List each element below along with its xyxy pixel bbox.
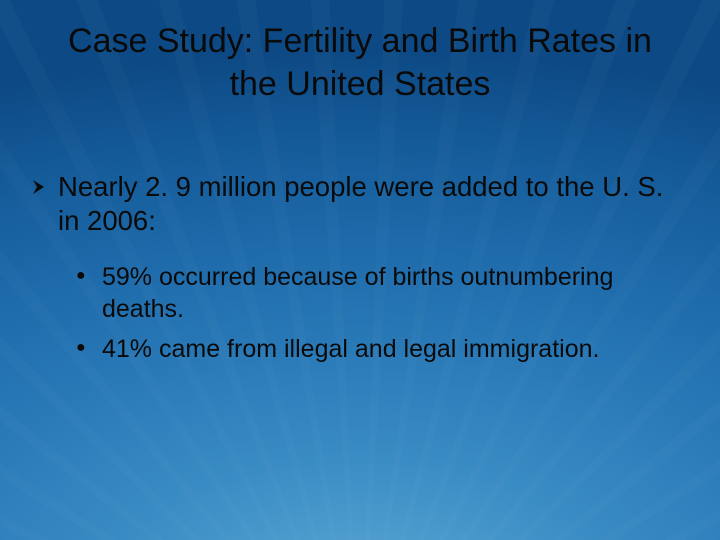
bullet-level1-text: Nearly 2. 9 million people were added to… (58, 170, 688, 239)
bullet-level2-text: 41% came from illegal and legal immigrat… (102, 333, 688, 365)
arrow-right-icon (32, 170, 58, 203)
disc-icon: ● (76, 261, 102, 291)
bullet-level2-text: 59% occurred because of births outnumber… (102, 261, 688, 325)
bullet-level2: ● 41% came from illegal and legal immigr… (76, 333, 688, 365)
slide-body: Nearly 2. 9 million people were added to… (32, 170, 688, 373)
disc-icon: ● (76, 333, 102, 363)
bullet-level1: Nearly 2. 9 million people were added to… (32, 170, 688, 239)
slide: Case Study: Fertility and Birth Rates in… (0, 0, 720, 540)
bullet-level2: ● 59% occurred because of births outnumb… (76, 261, 688, 325)
slide-title: Case Study: Fertility and Birth Rates in… (0, 20, 720, 105)
level2-group: ● 59% occurred because of births outnumb… (76, 261, 688, 365)
